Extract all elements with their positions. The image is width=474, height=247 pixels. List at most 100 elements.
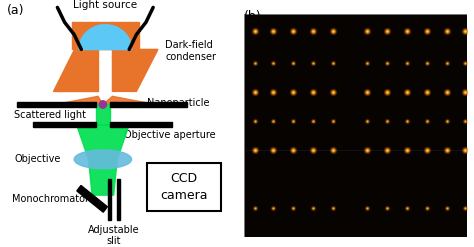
Point (423, 29, 430, 33)
Point (310, 148, 317, 152)
Point (363, 61, 371, 65)
Point (383, 206, 391, 210)
Text: (a): (a) (7, 4, 25, 17)
Point (251, 61, 259, 65)
Point (403, 61, 410, 65)
Point (363, 206, 371, 210)
Point (251, 61, 259, 65)
Point (403, 119, 410, 123)
Point (310, 29, 317, 33)
Point (269, 148, 277, 152)
Point (423, 119, 430, 123)
Point (251, 29, 259, 33)
Point (251, 29, 259, 33)
Point (363, 61, 371, 65)
Point (363, 119, 371, 123)
Point (383, 90, 391, 94)
Point (329, 29, 337, 33)
Point (310, 206, 317, 210)
Point (269, 119, 277, 123)
Point (383, 148, 391, 152)
Point (269, 148, 277, 152)
Point (251, 206, 259, 210)
Point (383, 29, 391, 33)
Point (310, 90, 317, 94)
Point (251, 119, 259, 123)
Point (269, 148, 277, 152)
Point (423, 206, 430, 210)
Point (363, 148, 371, 152)
Point (403, 61, 410, 65)
Point (289, 61, 297, 65)
Point (310, 61, 317, 65)
Polygon shape (72, 22, 139, 49)
Text: Nanoparticle: Nanoparticle (147, 98, 210, 108)
Point (310, 206, 317, 210)
Point (329, 29, 337, 33)
Point (269, 61, 277, 65)
Point (383, 29, 391, 33)
Point (443, 61, 451, 65)
Point (383, 90, 391, 94)
Point (423, 61, 430, 65)
Point (461, 29, 468, 33)
Polygon shape (112, 49, 158, 91)
Point (461, 148, 468, 152)
Point (423, 206, 430, 210)
Point (289, 148, 297, 152)
Point (363, 119, 371, 123)
Point (329, 29, 337, 33)
Point (383, 61, 391, 65)
Point (461, 119, 468, 123)
Point (383, 206, 391, 210)
Point (443, 61, 451, 65)
Point (423, 90, 430, 94)
Text: (b): (b) (244, 10, 262, 23)
Point (461, 148, 468, 152)
Point (461, 61, 468, 65)
Point (423, 206, 430, 210)
Point (363, 29, 371, 33)
Point (423, 90, 430, 94)
Point (289, 29, 297, 33)
Point (383, 29, 391, 33)
Polygon shape (76, 125, 129, 159)
Point (363, 206, 371, 210)
Point (289, 119, 297, 123)
Polygon shape (108, 179, 110, 220)
Point (251, 119, 259, 123)
Point (329, 206, 337, 210)
Point (383, 148, 391, 152)
Point (329, 90, 337, 94)
Point (383, 61, 391, 65)
Point (461, 206, 468, 210)
Point (310, 61, 317, 65)
Point (443, 29, 451, 33)
Point (423, 148, 430, 152)
Point (329, 148, 337, 152)
Point (461, 148, 468, 152)
Point (443, 29, 451, 33)
Point (251, 148, 259, 152)
Point (363, 148, 371, 152)
Point (363, 29, 371, 33)
Point (383, 119, 391, 123)
Point (289, 90, 297, 94)
Point (423, 61, 430, 65)
Polygon shape (103, 96, 158, 105)
Point (423, 29, 430, 33)
Point (269, 61, 277, 65)
Point (363, 119, 371, 123)
Point (403, 148, 410, 152)
Point (251, 148, 259, 152)
Polygon shape (79, 25, 132, 49)
Point (310, 29, 317, 33)
Point (461, 90, 468, 94)
Point (289, 206, 297, 210)
Point (461, 119, 468, 123)
Point (329, 90, 337, 94)
Point (461, 90, 468, 94)
Text: Scattered light: Scattered light (14, 110, 86, 120)
Point (383, 206, 391, 210)
Point (269, 119, 277, 123)
